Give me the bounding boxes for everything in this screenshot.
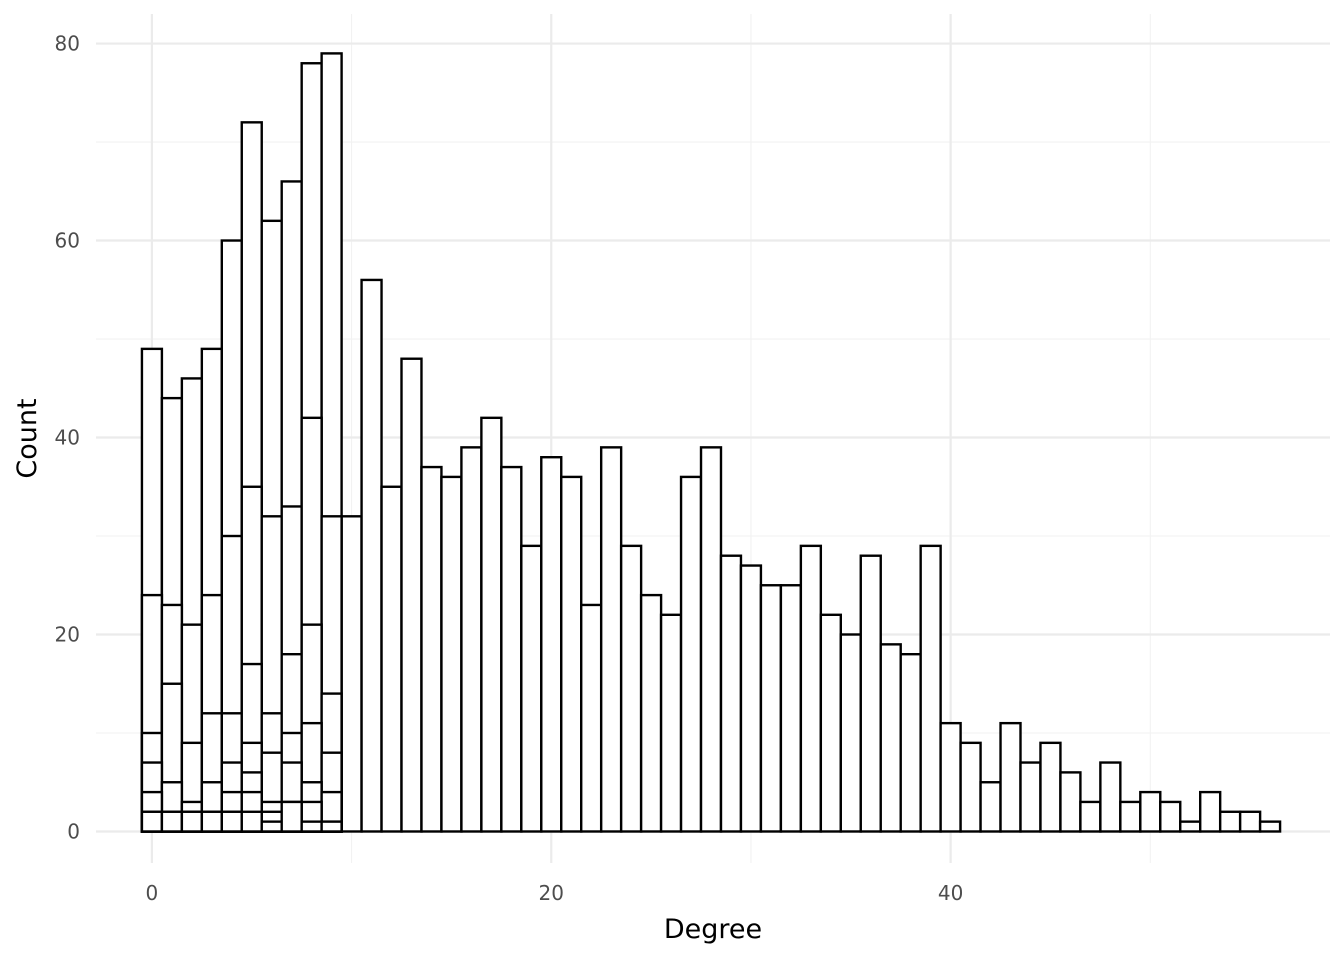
histogram-bar [260, 820, 283, 833]
histogram-bar [599, 446, 623, 833]
histogram-bar [1119, 800, 1142, 833]
y-tick-label: 0 [67, 819, 80, 843]
histogram-bar [959, 741, 982, 833]
histogram-bar [659, 613, 683, 833]
histogram-bar [899, 653, 922, 833]
histogram-bar [500, 465, 523, 833]
histogram-bar [1139, 790, 1162, 833]
x-axis-title: Degree [664, 914, 762, 945]
histogram-bar [140, 810, 164, 833]
histogram-bar [1199, 790, 1222, 833]
histogram-bar [340, 515, 363, 833]
histogram-bar [1258, 820, 1282, 833]
histogram-bar [979, 781, 1002, 833]
histogram-bar [679, 475, 703, 833]
histogram-bar [1079, 800, 1102, 833]
histogram-bar [819, 613, 843, 833]
histogram-bar [400, 357, 423, 833]
histogram-bar [460, 446, 483, 833]
y-tick-label: 20 [55, 622, 80, 646]
histogram-bar [1218, 810, 1242, 833]
histogram-bar [380, 485, 403, 833]
histogram-bar [1019, 761, 1042, 833]
histogram-bar [1159, 800, 1182, 833]
histogram-bar [200, 810, 224, 833]
histogram-bar [639, 593, 663, 833]
histogram-bar [560, 475, 583, 833]
histogram-bar [580, 603, 603, 833]
histogram-bar [1179, 820, 1202, 833]
histogram-bar [759, 584, 783, 833]
x-tick-label: 20 [539, 881, 564, 905]
histogram-bar [300, 820, 323, 833]
histogram-bar [480, 416, 503, 833]
histogram-bar [919, 544, 942, 833]
histogram-bar [1238, 810, 1262, 833]
y-tick-label: 80 [55, 32, 80, 56]
y-tick-label: 60 [55, 229, 80, 253]
histogram-bar [839, 633, 862, 833]
y-axis-title: Count [12, 398, 43, 478]
histogram-bar [1099, 761, 1122, 833]
histogram-bar [280, 800, 303, 833]
bar-layers [140, 52, 1282, 833]
histogram-bar [240, 810, 263, 833]
histogram-bar [180, 810, 204, 833]
histogram-bar [1039, 741, 1062, 833]
histogram-bar [360, 278, 383, 833]
histogram-bar [320, 820, 343, 833]
histogram-bar [999, 721, 1022, 833]
histogram-bar [160, 810, 184, 833]
histogram-bar [879, 643, 902, 833]
histogram-bar [1059, 771, 1082, 833]
histogram-bar [719, 554, 743, 833]
histogram-bar [420, 465, 443, 833]
histogram-bar [699, 446, 723, 833]
histogram-bar [440, 475, 463, 833]
x-tick-label: 40 [938, 881, 963, 905]
histogram-bar [520, 544, 543, 833]
histogram-bar [739, 564, 763, 833]
x-tick-label: 0 [146, 881, 159, 905]
histogram-bar [859, 554, 882, 833]
tick-labels: 0 20 40 0 20 40 60 80 [55, 32, 964, 905]
histogram-bar [220, 810, 243, 833]
histogram-bar [799, 544, 823, 833]
histogram-bar [540, 456, 563, 833]
histogram-bar [619, 544, 643, 833]
y-tick-label: 40 [55, 426, 80, 450]
histogram-bar [939, 721, 962, 833]
histogram-bar [779, 584, 803, 833]
